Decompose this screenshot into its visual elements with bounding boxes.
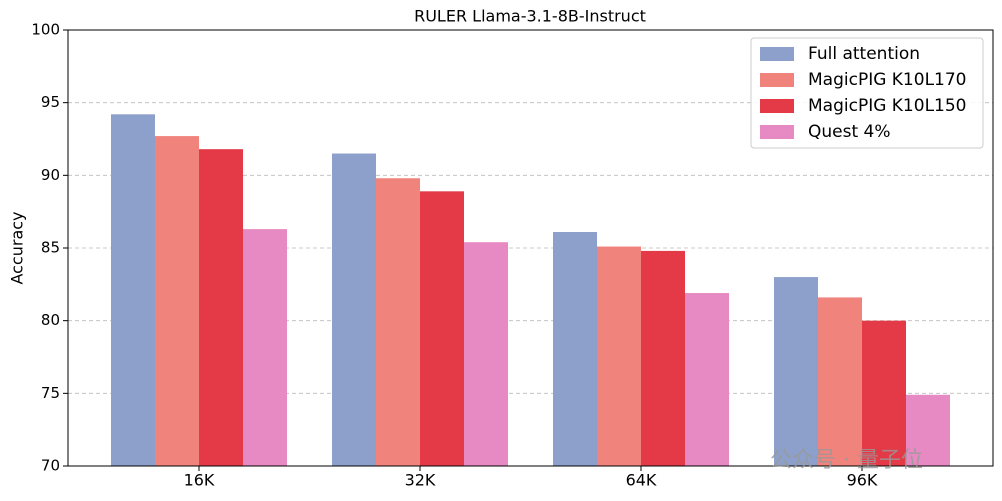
- x-tick-label: 16K: [184, 471, 215, 490]
- bar: [685, 293, 729, 466]
- y-tick-label: 95: [41, 93, 60, 111]
- x-tick-label: 32K: [405, 471, 436, 490]
- legend-swatch: [760, 99, 794, 113]
- legend-swatch: [760, 73, 794, 87]
- y-tick-label: 100: [31, 21, 60, 39]
- x-tick-label: 64K: [626, 471, 657, 490]
- chart-title: RULER Llama-3.1-8B-Instruct: [414, 7, 646, 26]
- bar: [420, 191, 464, 466]
- y-tick-label: 85: [41, 239, 60, 257]
- legend-label: Full attention: [808, 44, 920, 64]
- bar: [111, 114, 155, 466]
- watermark: 公众号 · 量子位: [770, 448, 923, 473]
- legend-swatch: [760, 125, 794, 139]
- bar: [641, 250, 685, 466]
- bar: [332, 153, 376, 467]
- legend-swatch: [760, 47, 794, 61]
- y-axis-label: Accuracy: [8, 211, 27, 284]
- bar: [155, 136, 199, 467]
- y-tick-label: 80: [41, 311, 60, 329]
- bar: [199, 149, 243, 466]
- y-tick-label: 70: [41, 457, 60, 475]
- bar: [553, 232, 597, 466]
- bar: [464, 242, 508, 466]
- legend-label: MagicPIG K10L150: [808, 96, 967, 116]
- bar: [376, 178, 420, 467]
- legend-box: [750, 37, 984, 149]
- bar: [243, 229, 287, 466]
- x-tick-label: 96K: [847, 471, 878, 490]
- y-tick-label: 90: [41, 166, 60, 184]
- bar: [774, 277, 818, 466]
- bar: [597, 246, 641, 466]
- legend-label: Quest 4%: [808, 122, 891, 142]
- plot-frame: [67, 29, 994, 467]
- bar: [862, 320, 906, 466]
- y-tick-label: 75: [41, 384, 60, 402]
- bar: [818, 297, 862, 466]
- bar: [906, 394, 950, 466]
- legend-label: MagicPIG K10L170: [808, 70, 967, 90]
